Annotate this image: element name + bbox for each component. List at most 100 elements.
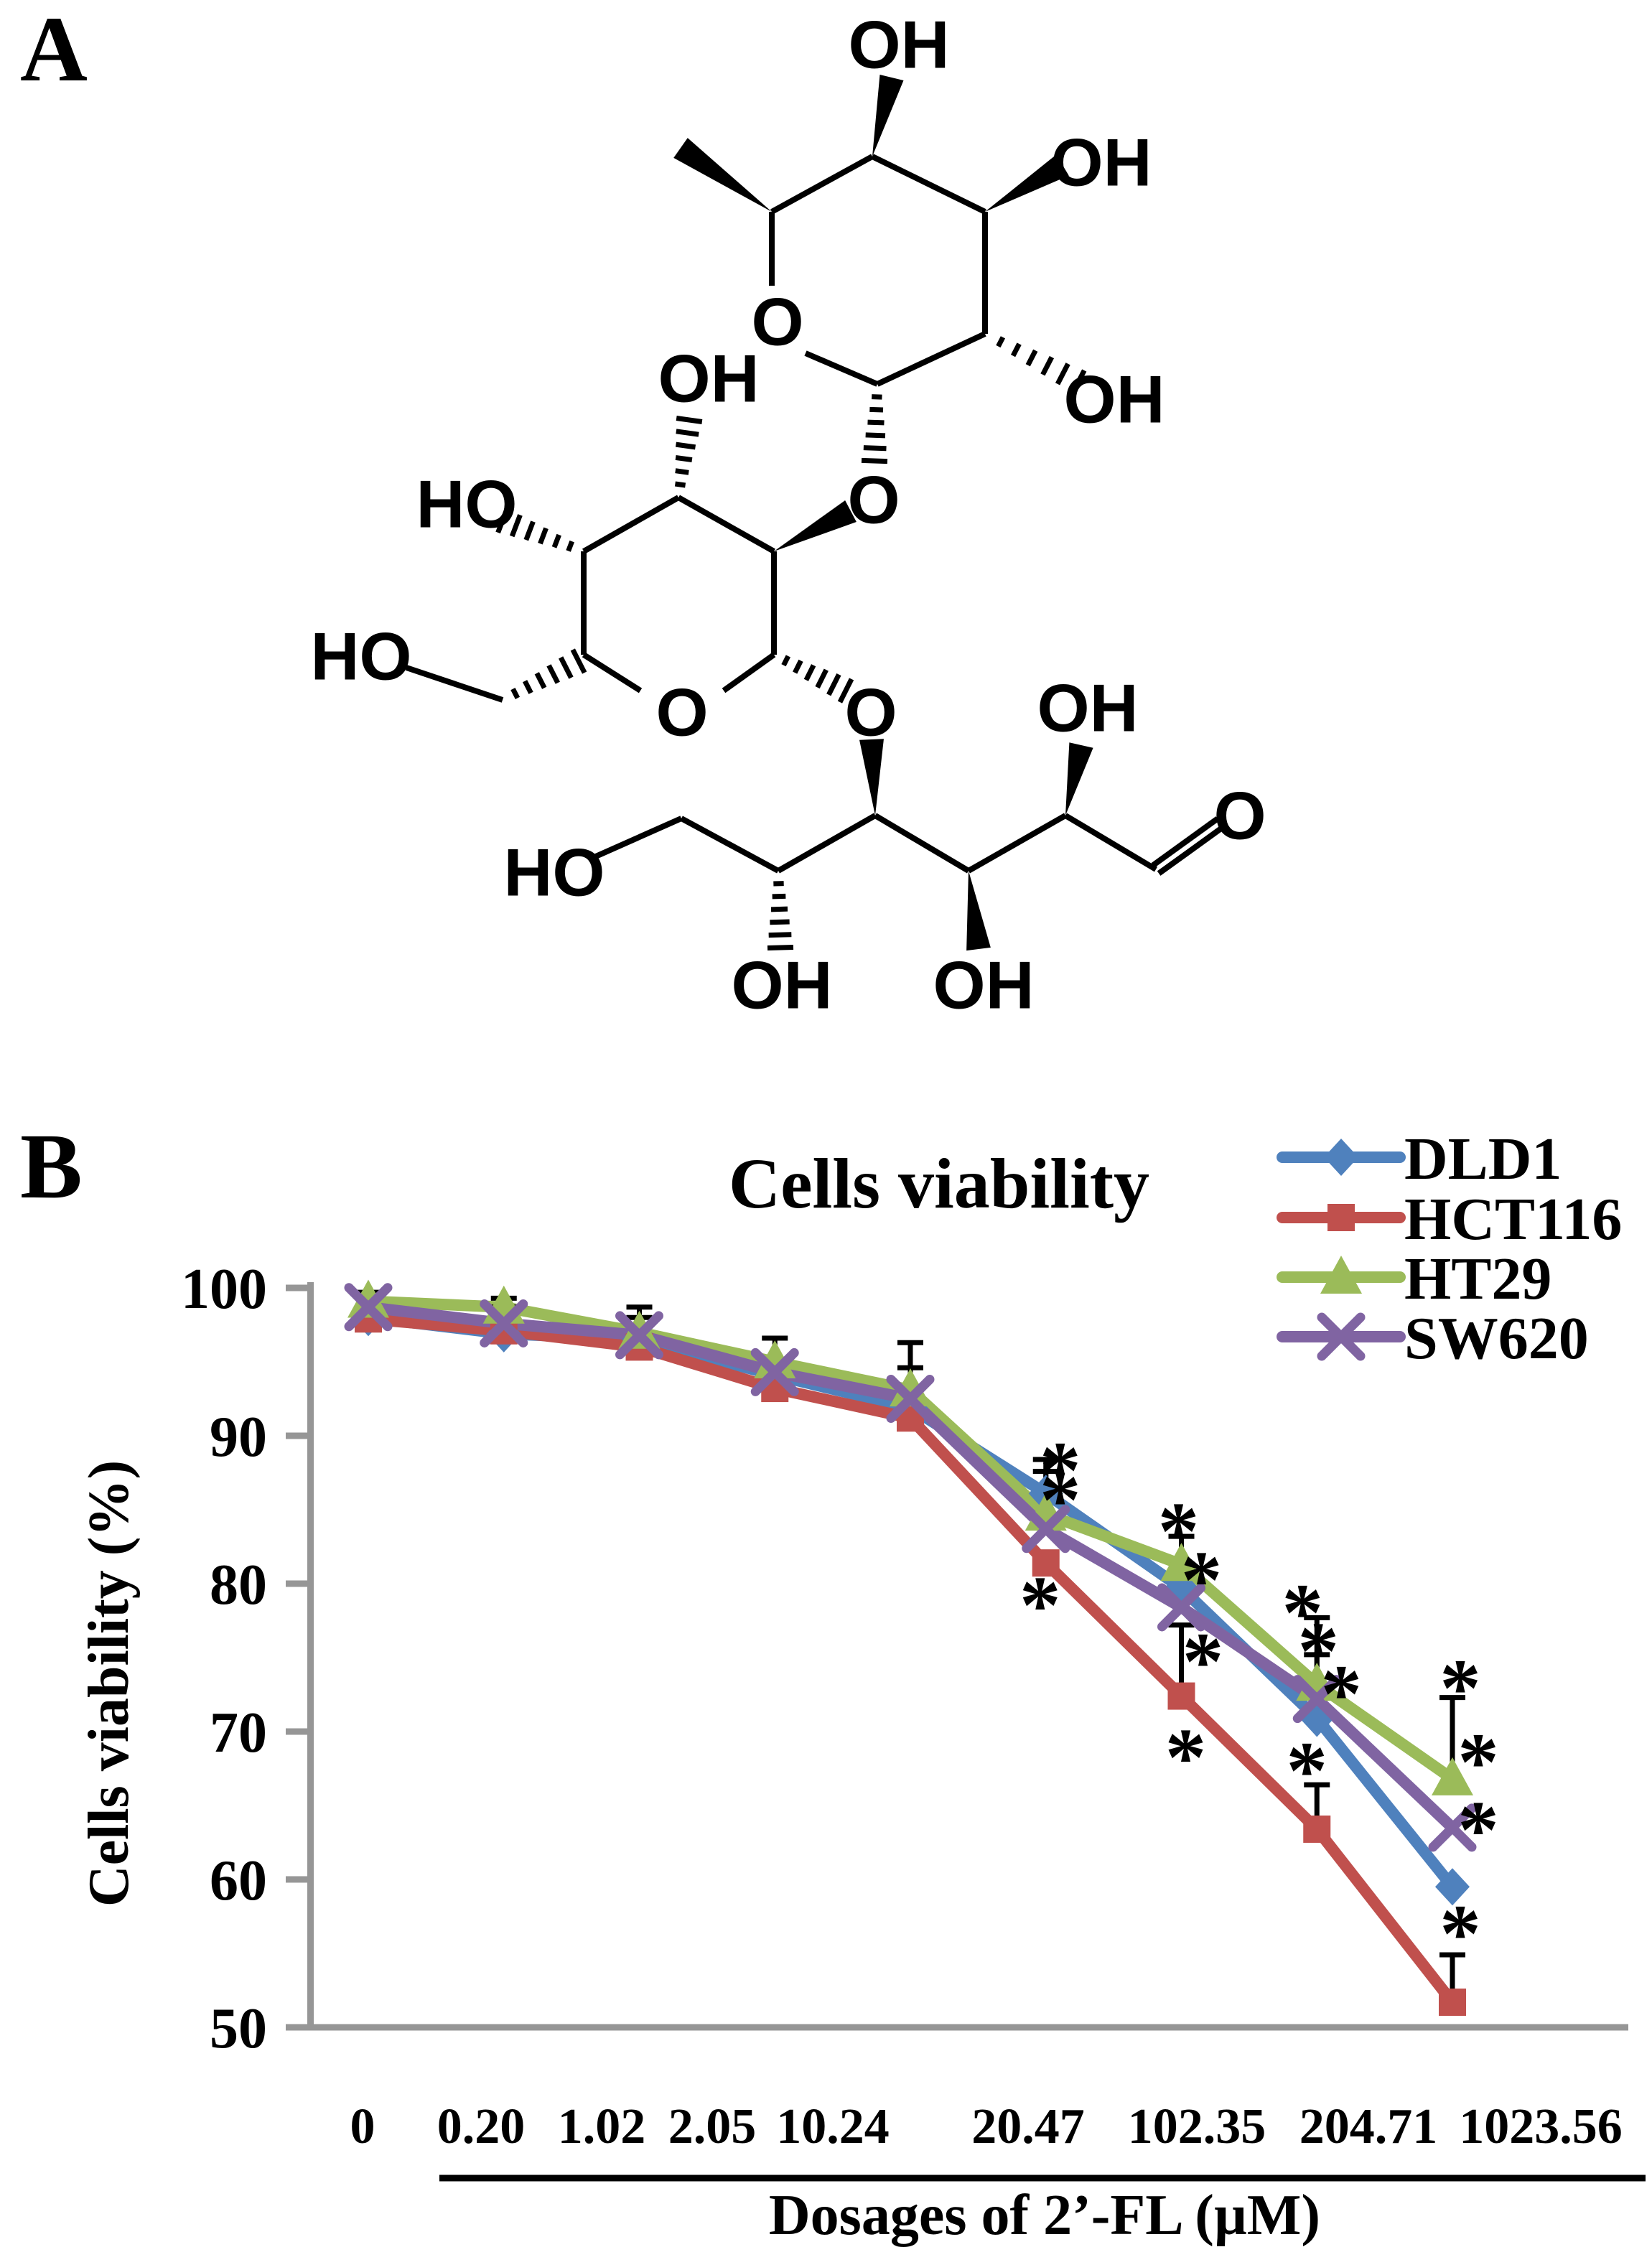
atom-label: O: [844, 675, 897, 750]
bond-plain: [677, 495, 775, 554]
y-axis-title: Cells viability (%): [78, 1460, 141, 1907]
significance-asterisk: *: [1457, 1716, 1499, 1808]
marker-triangle: [1320, 1256, 1362, 1294]
bond-hash: [781, 655, 791, 667]
panel-b-label: B: [20, 1115, 83, 1218]
y-tick-label: 90: [210, 1406, 267, 1469]
bond-hash: [676, 416, 703, 424]
marker-triangle: [1160, 1543, 1203, 1582]
marker-x: [615, 1311, 663, 1360]
atom-label: HO: [504, 835, 605, 910]
legend-label-SW620: SW620: [1404, 1305, 1589, 1372]
bond-hash: [559, 656, 574, 679]
marker-x: [344, 1283, 393, 1332]
bond-hash: [815, 668, 829, 689]
bond-plain: [876, 331, 986, 387]
atom-label: OH: [1064, 362, 1165, 437]
bond-plain: [589, 816, 683, 861]
x-tick-label: 1.02: [558, 2099, 646, 2154]
bond-hash: [1070, 369, 1087, 395]
atom-label: OH: [1051, 125, 1152, 200]
x-tick-label: 10.24: [776, 2099, 890, 2154]
bond-hash: [865, 432, 886, 439]
significance-asterisk: *: [1321, 1648, 1363, 1739]
significance-asterisk: *: [1019, 1559, 1061, 1650]
bond-plain: [871, 154, 986, 215]
atom-label: OH: [658, 341, 760, 416]
marker-x: [886, 1375, 935, 1423]
atom-label: OH: [933, 948, 1035, 1023]
significance-asterisk: *: [1439, 1643, 1481, 1734]
y-tick-label: 80: [210, 1554, 267, 1617]
bond-hash: [566, 540, 574, 552]
atom-label: OH: [732, 948, 833, 1023]
significance-asterisk: *: [1439, 1888, 1481, 1979]
marker-square: [1032, 1549, 1060, 1577]
significance-asterisk: *: [1287, 1725, 1328, 1816]
bond-hash: [675, 468, 689, 475]
panel-a-label: A: [20, 0, 88, 101]
y-tick-label: 60: [210, 1849, 267, 1912]
bond-hash: [676, 429, 699, 437]
bond-plain: [405, 665, 504, 703]
marker-x: [1317, 1312, 1366, 1361]
bond-wedge: [872, 74, 904, 157]
y-tick-label: 70: [210, 1701, 267, 1765]
bond-hash: [872, 394, 882, 400]
y-tick-label: 100: [181, 1258, 267, 1321]
bond-hash: [510, 688, 521, 699]
legend-label-DLD1: DLD1: [1404, 1126, 1562, 1192]
marker-x: [1022, 1505, 1070, 1554]
bond-hash: [570, 648, 587, 674]
significance-asterisk: *: [1298, 1605, 1340, 1696]
marker-square: [1303, 1815, 1331, 1843]
significance-asterisk: *: [1165, 1712, 1207, 1803]
marker-square: [1439, 1988, 1466, 2016]
chart-plot-area: 100 90 80 70 60 50 0 0.20 1.02 2.05 10.24 20.47 102.…: [181, 1126, 1646, 2182]
bond-double: [1157, 824, 1226, 876]
bond-hash: [869, 406, 884, 413]
marker-square: [1327, 1204, 1355, 1231]
legend-label-HCT116: HCT116: [1404, 1186, 1622, 1253]
bond-wedge: [985, 154, 1069, 212]
significance-asterisk: *: [1457, 1785, 1499, 1876]
marker-triangle: [1432, 1757, 1473, 1795]
x-axis-title: Dosages of 2’-FL (µM): [769, 2184, 1320, 2247]
bond-hash: [803, 664, 816, 681]
atom-label: HO: [311, 619, 412, 694]
bond-hash: [551, 533, 561, 548]
significance-asterisk: *: [1282, 1567, 1324, 1658]
bond-hash: [509, 514, 523, 538]
bond-wedge: [1065, 742, 1093, 816]
x-tick-label: 0.20: [437, 2099, 526, 2154]
bond-hash: [826, 673, 841, 696]
bond-double: [1151, 816, 1220, 868]
bond-hash: [867, 419, 885, 426]
bond-hash: [772, 893, 786, 900]
bond-hash: [1010, 342, 1022, 358]
bond-plain: [873, 813, 971, 874]
atom-label: OH: [1037, 671, 1139, 746]
marker-x: [480, 1299, 528, 1347]
cells-viability-chart: Cells viability Cells viability (%) Dosa…: [78, 1126, 1646, 2247]
bond-hash: [861, 457, 888, 464]
marker-diamond: [1324, 1139, 1358, 1176]
bond-hash: [538, 527, 549, 545]
bond-hash: [534, 672, 547, 689]
bond-plain: [777, 813, 877, 874]
bond-hash: [674, 481, 686, 488]
bond-hash: [1055, 363, 1070, 386]
bond-plain: [967, 813, 1067, 874]
x-tick-label: 1023.56: [1459, 2099, 1623, 2154]
atom-label: HO: [416, 467, 518, 542]
bond-hash: [767, 944, 794, 951]
significance-asterisk: *: [1182, 1616, 1224, 1707]
y-tick-label: 50: [210, 1997, 267, 2060]
bond-hash: [793, 659, 803, 674]
bond-wedge: [966, 871, 991, 951]
bond-hash: [1025, 349, 1038, 367]
atom-label: O: [1213, 778, 1266, 854]
bond-hash: [675, 454, 693, 463]
x-tick-label: 2.05: [668, 2099, 757, 2154]
